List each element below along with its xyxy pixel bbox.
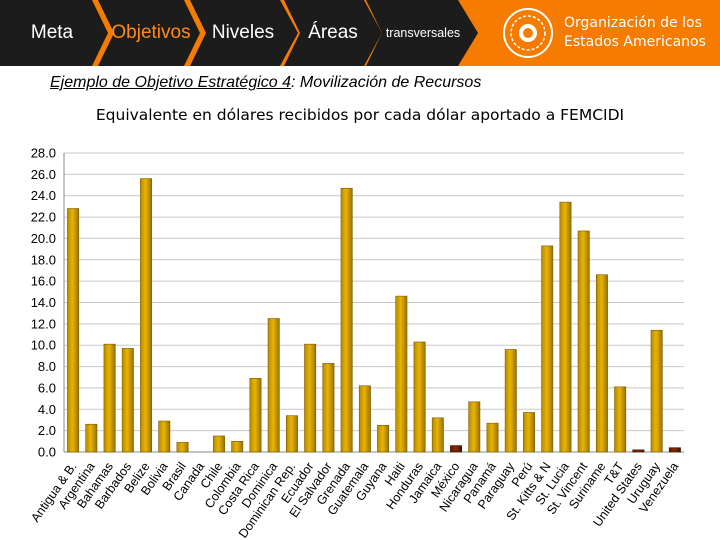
bar-st-kitts-n [541,245,554,453]
bar-el-salvador [322,363,335,453]
y-tick-label: 2.0 [38,423,56,438]
y-tick-label: 20.0 [31,231,56,246]
y-tick-label: 24.0 [31,188,56,203]
bar-ecuador [304,343,317,453]
tab-objetivos-label: Objetivos [111,22,191,43]
tab-meta[interactable]: Meta [0,0,108,66]
y-tick-label: 4.0 [38,402,56,417]
tab-areas-label: Áreas [308,22,358,43]
bar-chile [213,435,225,453]
tab-niveles[interactable]: Niveles [190,0,298,66]
y-tick-label: 28.0 [31,146,56,161]
bar-jamaica [431,417,444,453]
chart-title: Equivalente en dólares recibidos por cad… [95,106,625,124]
bar-venezuela [668,447,681,453]
bar-dominica [267,318,280,453]
header-bar: Meta Objetivos Niveles Áreas transversal… [0,0,720,66]
y-tick-label: 8.0 [38,359,56,374]
y-tick-label: 26.0 [31,167,56,182]
bar-dominican-rep- [285,415,298,453]
y-tick-label: 22.0 [31,210,56,225]
tab-transversales-label: transversales [385,26,461,40]
bar-costa-rica [249,378,262,453]
tab-niveles-label: Niveles [211,22,275,43]
bar-suriname [595,274,608,453]
bar-panam- [486,422,499,453]
bar-grenada [340,187,353,453]
org-name: Organización de los Estados Americanos [564,14,706,52]
org-name-line1: Organización de los [564,15,702,31]
bar-paraguay [504,349,517,453]
bar-chart: 0.0 2.0 4.0 6.0 8.0 10.0 12.0 14.0 16.0 18.0 20.0 2… [28,146,684,540]
tab-areas[interactable]: Áreas [284,0,382,66]
bar-st-vincent [577,230,590,453]
subtitle-prefix: Ejemplo de Objetivo Estratégico 4 [50,74,292,91]
bar-brasil [176,442,189,453]
bar-honduras [413,341,426,453]
bar-argentina [85,423,98,453]
y-tick-label: 6.0 [38,380,56,395]
bar-guatemala [358,385,371,453]
bar-bolivia [158,420,171,453]
org-name-line2: Estados Americanos [564,34,706,50]
tab-meta-label: Meta [30,22,74,43]
bar-t-t [614,386,627,453]
bar-united-states [632,449,645,453]
slide-subtitle: Ejemplo de Objetivo Estratégico 4: Movil… [50,74,481,92]
oas-logo: Organización de los Estados Americanos [500,6,720,60]
bar-barbados [121,348,134,453]
bar-st-lucia [559,201,572,453]
y-tick-label: 14.0 [31,295,56,310]
bar-per- [523,412,535,453]
subtitle-suffix: : Movilización de Recursos [291,74,482,91]
y-tick-label: 10.0 [31,338,56,353]
bar-m-xico [450,445,463,453]
bar-antigua-b- [67,208,80,453]
oas-emblem-icon [503,8,553,58]
tab-objetivos[interactable]: Objetivos [98,0,200,66]
y-tick-label: 16.0 [31,274,56,289]
tab-transversales[interactable]: transversales [366,0,478,66]
bar-bahamas [103,343,116,453]
y-tick-label: 0.0 [38,445,56,460]
bar-guyana [377,425,390,453]
bar-belize [140,178,153,453]
bar-nicaragua [468,401,481,453]
bar-colombia [231,441,244,453]
bar-uruguay [650,329,663,453]
y-tick-label: 12.0 [31,316,56,331]
bar-haiti [395,295,408,453]
y-tick-label: 18.0 [31,252,56,267]
